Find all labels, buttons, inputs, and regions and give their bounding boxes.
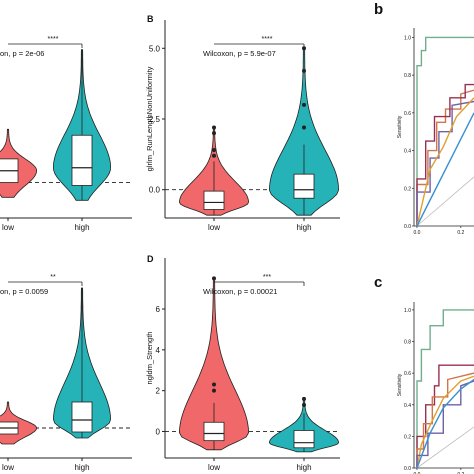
- wilcoxon-stat: on, p = 0.0059: [0, 287, 48, 296]
- roc-curve: [416, 36, 474, 226]
- outlier-point: [302, 68, 306, 73]
- outlier-point: [212, 276, 216, 281]
- y-tick-label: 2.5: [149, 115, 161, 124]
- outlier-point: [212, 153, 216, 158]
- violin-low: [0, 128, 38, 198]
- roc-curve: [416, 380, 474, 468]
- x-tick-label: low: [208, 223, 220, 232]
- outlier-point: [212, 388, 216, 393]
- outlier-point: [212, 131, 216, 136]
- x-tick-label: low: [2, 223, 14, 232]
- x-tick-label: low: [208, 463, 220, 472]
- y-tick-label: 5.0: [149, 44, 161, 53]
- y-tick-label: 0.0: [149, 186, 161, 195]
- x-tick-label: low: [2, 463, 14, 472]
- roc-panel-b: 0.0 0.2 0.4 0.6 0.8 1.0 0.0 0.2 Sensitivity: [397, 28, 474, 236]
- violin-high: [268, 396, 340, 453]
- roc-curve: [416, 378, 474, 469]
- significance-stars: ***: [263, 274, 271, 281]
- roc-curve: [416, 372, 474, 468]
- violin-panel-b: 0.0 2.5 5.0 glrlm_RunLengthNonUniformity Blo…: [145, 14, 340, 232]
- x-tick-label: 0.0: [413, 230, 420, 236]
- panel-letter-b: b: [374, 1, 383, 18]
- significance-stars: **: [50, 274, 56, 281]
- roc-curve: [416, 83, 474, 226]
- outlier-point: [212, 125, 216, 130]
- y-tick-label: 4: [156, 346, 161, 355]
- panels-group: low high **** on, p = 2e-06 0.0 2.5 5.0 glrlm_R…: [0, 14, 474, 474]
- outlier-point: [212, 148, 216, 153]
- y-tick-label: 0.6: [404, 111, 411, 117]
- violin-panel-a: low high **** on, p = 2e-06: [0, 36, 132, 232]
- panel-letter-c: c: [374, 274, 382, 291]
- outlier-point: [302, 102, 306, 107]
- outlier-point: [302, 46, 306, 51]
- y-tick-label: 0.4: [404, 403, 411, 409]
- y-tick-label: 0: [156, 427, 161, 436]
- roc-curve: [416, 100, 474, 226]
- roc-curve: [416, 112, 474, 227]
- wilcoxon-stat: Wilcoxon, p = 0.00021: [203, 287, 277, 296]
- wilcoxon-stat: on, p = 2e-06: [0, 49, 44, 58]
- box: [71, 401, 93, 433]
- y-tick-label: 1.0: [404, 308, 411, 314]
- box: [71, 134, 93, 186]
- box: [203, 190, 225, 210]
- violin-high: [52, 49, 112, 201]
- significance-stars: ****: [262, 36, 273, 43]
- y-axis-label: Sensitivity: [397, 373, 403, 396]
- y-axis-label: ngldm_Strength: [145, 332, 154, 385]
- panel-letter-b: B: [147, 14, 154, 24]
- x-tick-label: 0.0: [413, 472, 420, 474]
- roc-curve: [416, 97, 474, 227]
- x-tick-label: high: [296, 223, 311, 232]
- y-tick-label: 0.4: [404, 149, 411, 155]
- y-tick-label: 2: [156, 387, 161, 396]
- diagonal-reference: [416, 176, 474, 227]
- y-tick-label: 0.8: [404, 73, 411, 79]
- box: [203, 421, 225, 442]
- roc-panel-c: 0.0 0.2 0.4 0.6 0.8 1.0 0.0 0.2 Sensitivity: [397, 302, 474, 474]
- y-tick-label: 6: [156, 305, 161, 314]
- outlier-point: [212, 382, 216, 387]
- violin-low: [178, 125, 250, 216]
- y-tick-label: 0.8: [404, 340, 411, 346]
- violin-low: [0, 401, 38, 445]
- y-tick-label: 0.0: [404, 224, 411, 230]
- diagonal-reference: [416, 426, 474, 469]
- significance-stars: ****: [48, 36, 59, 43]
- roc-curve: [416, 364, 474, 468]
- roc-curve: [416, 309, 474, 468]
- outlier-point: [302, 396, 306, 401]
- violin-low: [178, 276, 250, 451]
- y-tick-label: 0.2: [404, 186, 411, 192]
- panel-letter-d: D: [147, 254, 154, 264]
- outlier-point: [302, 125, 306, 130]
- violin-high: [52, 287, 112, 439]
- y-axis-label: glrlm_RunLengthNonUniformity: [145, 66, 154, 171]
- x-tick-label: high: [74, 463, 89, 472]
- x-tick-label: high: [74, 223, 89, 232]
- y-axis-label: Sensitivity: [397, 115, 403, 138]
- x-tick-label: 0.2: [457, 230, 464, 236]
- box: [293, 430, 315, 449]
- violin-high: [268, 46, 340, 216]
- box: [293, 173, 315, 199]
- y-tick-label: 1.0: [404, 35, 411, 41]
- violin-panel-c: low high **on, p = 0.0059: [0, 274, 132, 472]
- y-tick-label: 0.0: [404, 466, 411, 472]
- x-tick-label: 0.2: [457, 472, 464, 474]
- roc-curve: [416, 375, 474, 469]
- x-tick-label: high: [296, 463, 311, 472]
- y-tick-label: 0.2: [404, 434, 411, 440]
- outlier-point: [302, 402, 306, 407]
- y-tick-label: 0.6: [404, 371, 411, 377]
- wilcoxon-stat: Wilcoxon, p = 5.9e-07: [203, 49, 276, 58]
